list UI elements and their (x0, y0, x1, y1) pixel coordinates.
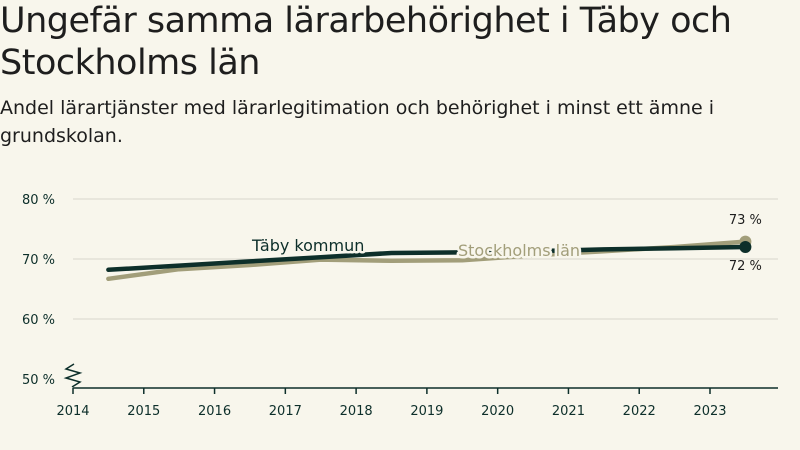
chart-subtitle: Andel lärartjänster med lärarlegitimatio… (0, 97, 715, 147)
series-label-stockholm: Stockholms län (458, 241, 580, 260)
x-tick-label: 2018 (340, 404, 373, 419)
end-point-taby (739, 241, 752, 253)
x-tick-label: 2014 (56, 404, 89, 419)
series-label-taby: Täby kommun (251, 236, 364, 255)
x-tick-label: 2020 (481, 404, 514, 419)
axis-break-mark (63, 363, 83, 388)
end-label-taby: 72 % (729, 259, 762, 274)
end-label-stockholm: 73 % (729, 213, 762, 228)
y-tick-label: 60 % (22, 313, 55, 328)
y-tick-label: 70 % (22, 253, 55, 268)
y-tick-label: 80 % (22, 193, 55, 208)
x-tick-label: 2019 (410, 404, 443, 419)
x-tick-label: 2017 (269, 404, 302, 419)
series-line-0 (106, 244, 748, 273)
x-tick-label: 2016 (198, 404, 231, 419)
x-tick-label: 2021 (552, 404, 585, 419)
x-tick-label: 2022 (623, 404, 656, 419)
x-tick-label: 2023 (693, 404, 726, 419)
y-tick-label: 50 % (22, 373, 55, 388)
x-tick-label: 2015 (127, 404, 160, 419)
chart-title: Ungefär samma lärarbehörighet i Täby och… (0, 1, 732, 83)
